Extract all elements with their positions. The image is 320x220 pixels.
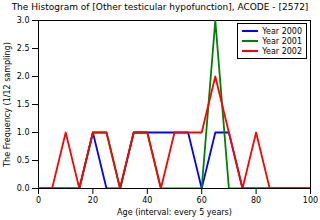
svg-text:1.5: 1.5 <box>17 100 30 109</box>
svg-text:0.5: 0.5 <box>17 156 30 165</box>
html-text:Year 2000: Year 2000 <box>262 26 302 36</box>
svg-text:100: 100 <box>303 196 318 205</box>
html-text:Year 2002: Year 2002 <box>262 46 302 56</box>
svg-text:0: 0 <box>36 196 41 205</box>
html-text:Year 2001: Year 2001 <box>262 36 302 46</box>
html-text:The Histogram of [Other testic: The Histogram of [Other testicular hypof… <box>11 2 309 12</box>
svg-text:2.0: 2.0 <box>17 72 30 81</box>
svg-text:1.0: 1.0 <box>17 128 30 137</box>
svg-text:0.0: 0.0 <box>17 184 30 193</box>
svg-text:80: 80 <box>251 196 261 205</box>
svg-text:Age (interval: every 5 years): Age (interval: every 5 years) <box>117 208 232 217</box>
svg-text:60: 60 <box>197 196 207 205</box>
svg-text:40: 40 <box>142 196 152 205</box>
svg-text:3.0: 3.0 <box>17 16 30 25</box>
svg-text:2.5: 2.5 <box>17 44 30 53</box>
svg-text:20: 20 <box>88 196 98 205</box>
svg-text:The Frequency (1/12 sampling): The Frequency (1/12 sampling) <box>3 42 12 168</box>
